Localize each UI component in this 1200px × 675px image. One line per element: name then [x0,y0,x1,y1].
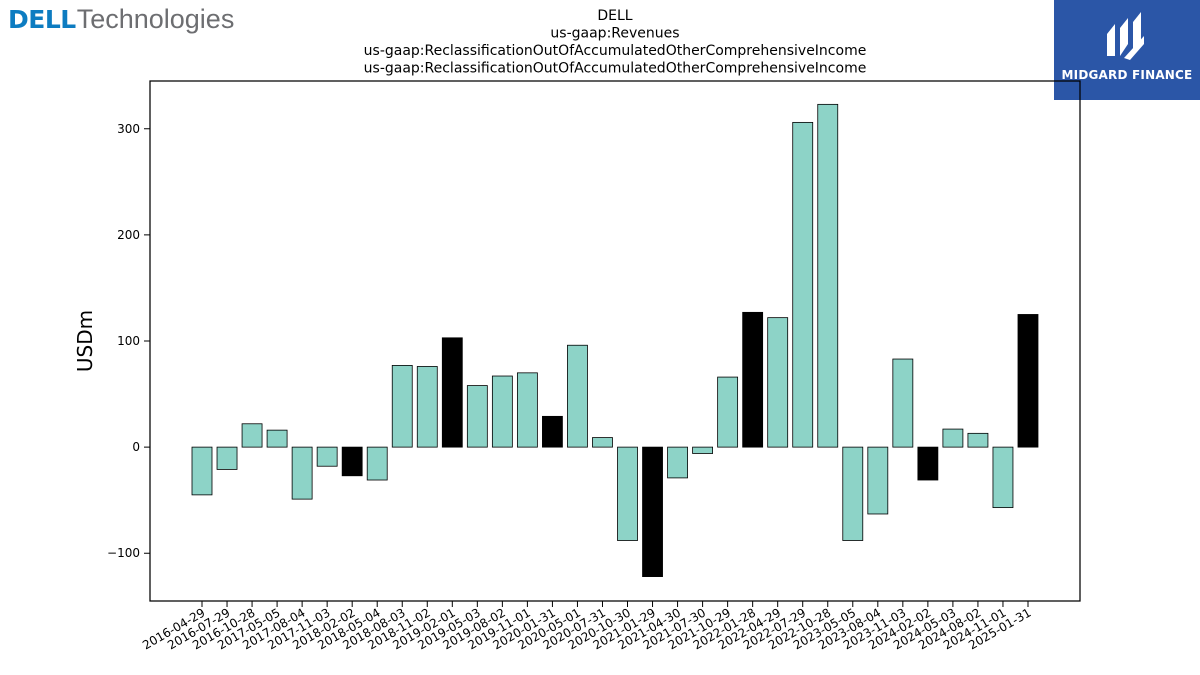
bar-2019-08-02 [491,375,513,448]
bar-2024-11-01 [992,446,1014,509]
bar-2019-02-01 [441,337,463,448]
bar-2017-08-04 [291,446,313,500]
bar-2020-10-30 [617,446,638,541]
midgard-finance-logo: MIDGARD FINANCE [1054,0,1200,100]
title-line-1: us-gaap:Revenues [550,26,679,42]
bar-2023-11-03 [892,358,914,448]
y-tick-label: −100 [107,546,140,560]
bar-2018-02-02 [341,446,363,477]
bar-2021-07-30 [692,446,713,454]
chart-title: DELLus-gaap:Revenuesus-gaap:Reclassifica… [364,8,867,77]
bars [191,103,1039,577]
bar-2023-08-04 [867,446,889,515]
title-line-3: us-gaap:ReclassificationOutOfAccumulated… [364,61,867,77]
bar-2017-11-03 [316,446,338,467]
bar-2018-08-03 [391,365,413,448]
bar-2021-01-29 [642,446,663,577]
y-tick-label: 200 [117,228,140,242]
bar-2020-01-31 [542,415,563,448]
y-tick-label: 100 [117,334,140,348]
bar-2022-07-29 [792,121,814,448]
bar-2016-04-29 [191,446,213,496]
bar-2024-02-02 [917,446,939,481]
bar-2024-05-03 [942,428,964,448]
title-line-2: us-gaap:ReclassificationOutOfAccumulated… [364,43,867,59]
bar-2020-07-31 [592,437,613,448]
bar-2021-04-30 [667,446,688,479]
axes-frame [149,80,1081,602]
dell-logo-brand: DELL [8,4,76,34]
bar-2016-07-29 [216,446,238,470]
bar-2018-05-04 [366,446,388,481]
bar-2023-05-05 [842,446,864,541]
bar-2020-05-01 [567,344,588,448]
bar-2019-05-03 [466,385,488,448]
bar-2022-10-28 [817,103,839,448]
bar-2022-04-29 [767,317,789,448]
y-axis-label: USDm [73,310,97,372]
bar-2025-01-31 [1017,314,1039,448]
midgard-caption: MIDGARD FINANCE [1061,68,1193,82]
y-axis: −100 0 100 200 300 [107,122,150,560]
bar-2017-05-05 [266,429,288,448]
bar-2016-10-28 [241,423,263,448]
bar-2019-11-01 [516,372,538,448]
y-tick-label: 0 [132,440,140,454]
bar-2022-01-28 [742,311,764,448]
dell-logo-suffix: Technologies [76,3,235,34]
x-axis: 2016-04-292016-07-292016-10-282017-05-05… [140,601,1033,652]
dell-technologies-logo: DELL Technologies [8,2,234,36]
bar-2024-08-02 [967,432,989,448]
bar-2018-11-02 [416,366,438,448]
bar-2021-10-29 [717,376,739,448]
title-line-0: DELL [597,8,632,24]
midgard-emblem-icon [1107,12,1144,60]
y-tick-label: 300 [117,122,140,136]
